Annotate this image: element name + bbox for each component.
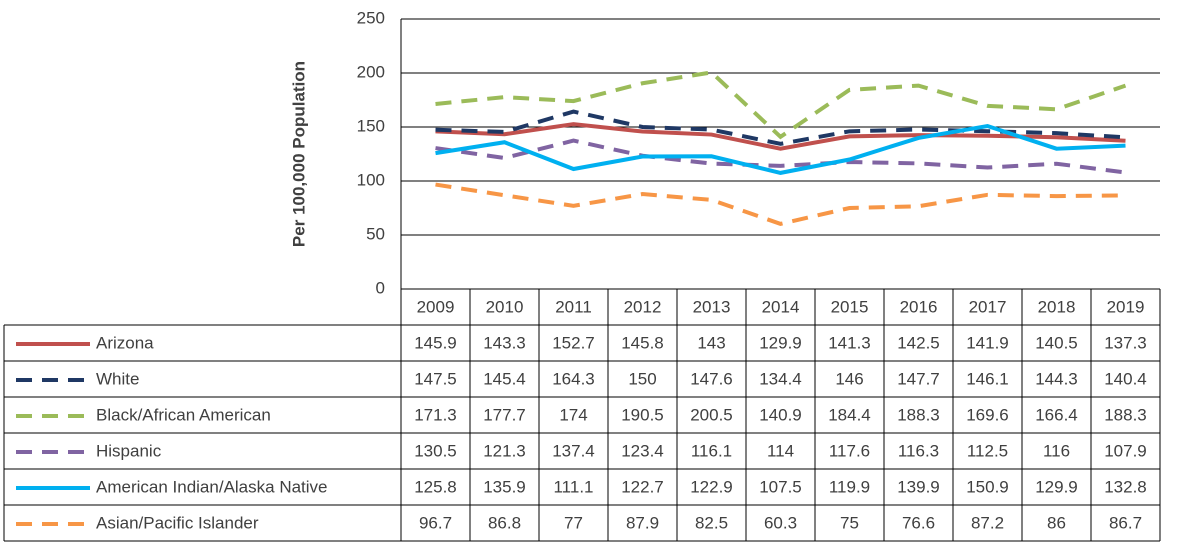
table-value: 87.2 [971, 513, 1004, 532]
table-value: 143 [697, 333, 725, 352]
table-value: 146.1 [966, 369, 1009, 388]
table-value: 76.6 [902, 513, 935, 532]
table-value: 86 [1047, 513, 1066, 532]
legend-label: White [96, 369, 139, 388]
table-value: 140.9 [759, 405, 802, 424]
table-value: 116.3 [898, 441, 939, 460]
table-value: 121.3 [483, 441, 526, 460]
table-value: 200.5 [690, 405, 733, 424]
table-value: 141.9 [966, 333, 1009, 352]
table-value: 96.7 [419, 513, 452, 532]
table-value: 82.5 [695, 513, 728, 532]
x-tick-label: 2017 [969, 297, 1007, 316]
table-value: 190.5 [621, 405, 664, 424]
table-value: 152.7 [552, 333, 595, 352]
table-value: 119.9 [829, 477, 870, 496]
table-value: 177.7 [483, 405, 526, 424]
table-value: 174 [559, 405, 587, 424]
table-value: 135.9 [483, 477, 526, 496]
table-value: 112.5 [967, 441, 1008, 460]
table-value: 86.8 [488, 513, 521, 532]
table-value: 125.8 [414, 477, 457, 496]
y-tick-label: 250 [357, 8, 385, 27]
table-value: 111.1 [553, 477, 593, 496]
table-value: 132.8 [1104, 477, 1147, 496]
table-value: 145.9 [414, 333, 457, 352]
table-value: 147.5 [414, 369, 457, 388]
table-value: 144.3 [1035, 369, 1078, 388]
table-value: 122.7 [621, 477, 664, 496]
table-value: 166.4 [1035, 405, 1078, 424]
legend-label: Asian/Pacific Islander [96, 513, 259, 532]
table-value: 107.5 [759, 477, 802, 496]
y-tick-label: 200 [357, 62, 385, 81]
table-value: 116 [1043, 441, 1070, 460]
table-value: 188.3 [897, 405, 940, 424]
table-value: 147.6 [690, 369, 733, 388]
series-line [435, 122, 1126, 151]
table-value: 107.9 [1104, 441, 1147, 460]
table-value: 164.3 [552, 369, 595, 388]
table-value: 188.3 [1104, 405, 1147, 424]
table-value: 140.4 [1104, 369, 1147, 388]
table-value: 171.3 [414, 405, 457, 424]
table-value: 130.5 [414, 441, 457, 460]
table-value: 117.6 [829, 441, 870, 460]
table-value: 134.4 [759, 369, 802, 388]
table-value: 169.6 [966, 405, 1009, 424]
legend-label: Hispanic [96, 441, 162, 460]
x-tick-label: 2019 [1107, 297, 1145, 316]
x-tick-label: 2012 [624, 297, 662, 316]
table-value: 129.9 [759, 333, 802, 352]
table-value: 142.5 [897, 333, 940, 352]
table-value: 139.9 [897, 477, 940, 496]
table-value: 87.9 [626, 513, 659, 532]
table-value: 129.9 [1035, 477, 1078, 496]
table-value: 86.7 [1109, 513, 1142, 532]
table-value: 145.8 [621, 333, 664, 352]
x-tick-label: 2015 [831, 297, 869, 316]
legend-label: Arizona [96, 333, 154, 352]
y-tick-label: 50 [366, 224, 385, 243]
x-tick-label: 2010 [486, 297, 524, 316]
table-value: 137.3 [1104, 333, 1147, 352]
y-axis-title: Per 100,000 Population [289, 61, 308, 247]
table-value: 147.7 [897, 369, 940, 388]
table-value: 140.5 [1035, 333, 1078, 352]
y-tick-label: 0 [376, 278, 385, 297]
table-value: 145.4 [483, 369, 526, 388]
y-tick-label: 150 [357, 116, 385, 135]
table-value: 146 [835, 369, 863, 388]
table-value: 141.3 [828, 333, 871, 352]
table-value: 114 [767, 441, 794, 460]
x-tick-label: 2011 [555, 297, 592, 316]
table-value: 150.9 [966, 477, 1009, 496]
series-line [435, 70, 1127, 140]
series-line [435, 182, 1126, 226]
x-tick-label: 2014 [762, 297, 800, 316]
table-value: 77 [564, 513, 583, 532]
table-value: 150 [628, 369, 656, 388]
table-value: 116.1 [691, 441, 732, 460]
table-value: 184.4 [828, 405, 871, 424]
series-line [435, 123, 1126, 175]
legend-label: American Indian/Alaska Native [96, 477, 328, 496]
x-tick-label: 2016 [900, 297, 938, 316]
x-tick-label: 2018 [1038, 297, 1076, 316]
table-value: 137.4 [552, 441, 595, 460]
legend-label: Black/African American [96, 405, 271, 424]
table-value: 75 [840, 513, 859, 532]
table-value: 143.3 [483, 333, 526, 352]
x-tick-label: 2009 [417, 297, 455, 316]
table-value: 60.3 [764, 513, 797, 532]
series-line [435, 138, 1126, 175]
table-value: 123.4 [621, 441, 664, 460]
y-tick-label: 100 [357, 170, 385, 189]
x-tick-label: 2013 [693, 297, 731, 316]
table-value: 122.9 [690, 477, 733, 496]
